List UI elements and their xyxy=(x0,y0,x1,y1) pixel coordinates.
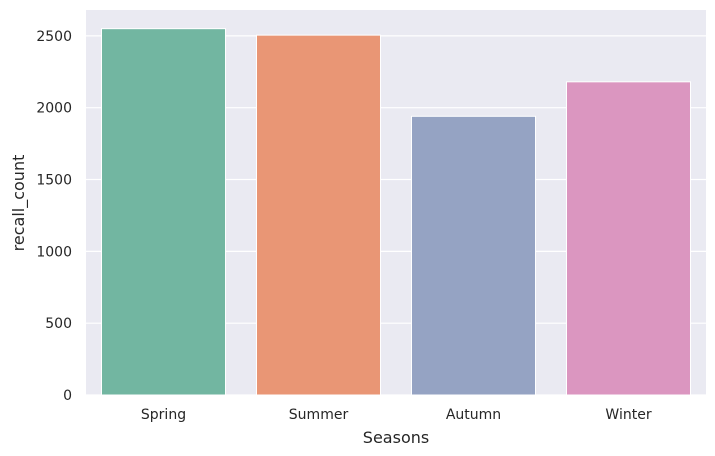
y-tick-label: 2000 xyxy=(36,101,72,117)
bar-winter xyxy=(566,81,691,396)
bars xyxy=(101,28,691,396)
bar-autumn xyxy=(411,115,536,396)
y-tick-label: 2500 xyxy=(36,29,72,45)
x-axis-label: Seasons xyxy=(363,428,429,447)
y-axis-ticks: 0 500 1000 1500 2000 2500 xyxy=(36,29,72,404)
x-tick-label: Autumn xyxy=(446,407,501,423)
bar-spring xyxy=(101,28,226,396)
y-tick-label: 500 xyxy=(45,316,72,332)
x-tick-label: Winter xyxy=(605,407,651,423)
y-tick-label: 1500 xyxy=(36,173,72,189)
y-tick-label: 0 xyxy=(63,388,72,404)
x-tick-label: Spring xyxy=(141,407,186,423)
y-axis-label: recall_count xyxy=(9,155,29,252)
x-tick-label: Summer xyxy=(289,407,349,423)
bar-summer xyxy=(256,34,381,396)
y-tick-label: 1000 xyxy=(36,244,72,260)
x-axis-ticks: Spring Summer Autumn Winter xyxy=(141,407,652,423)
